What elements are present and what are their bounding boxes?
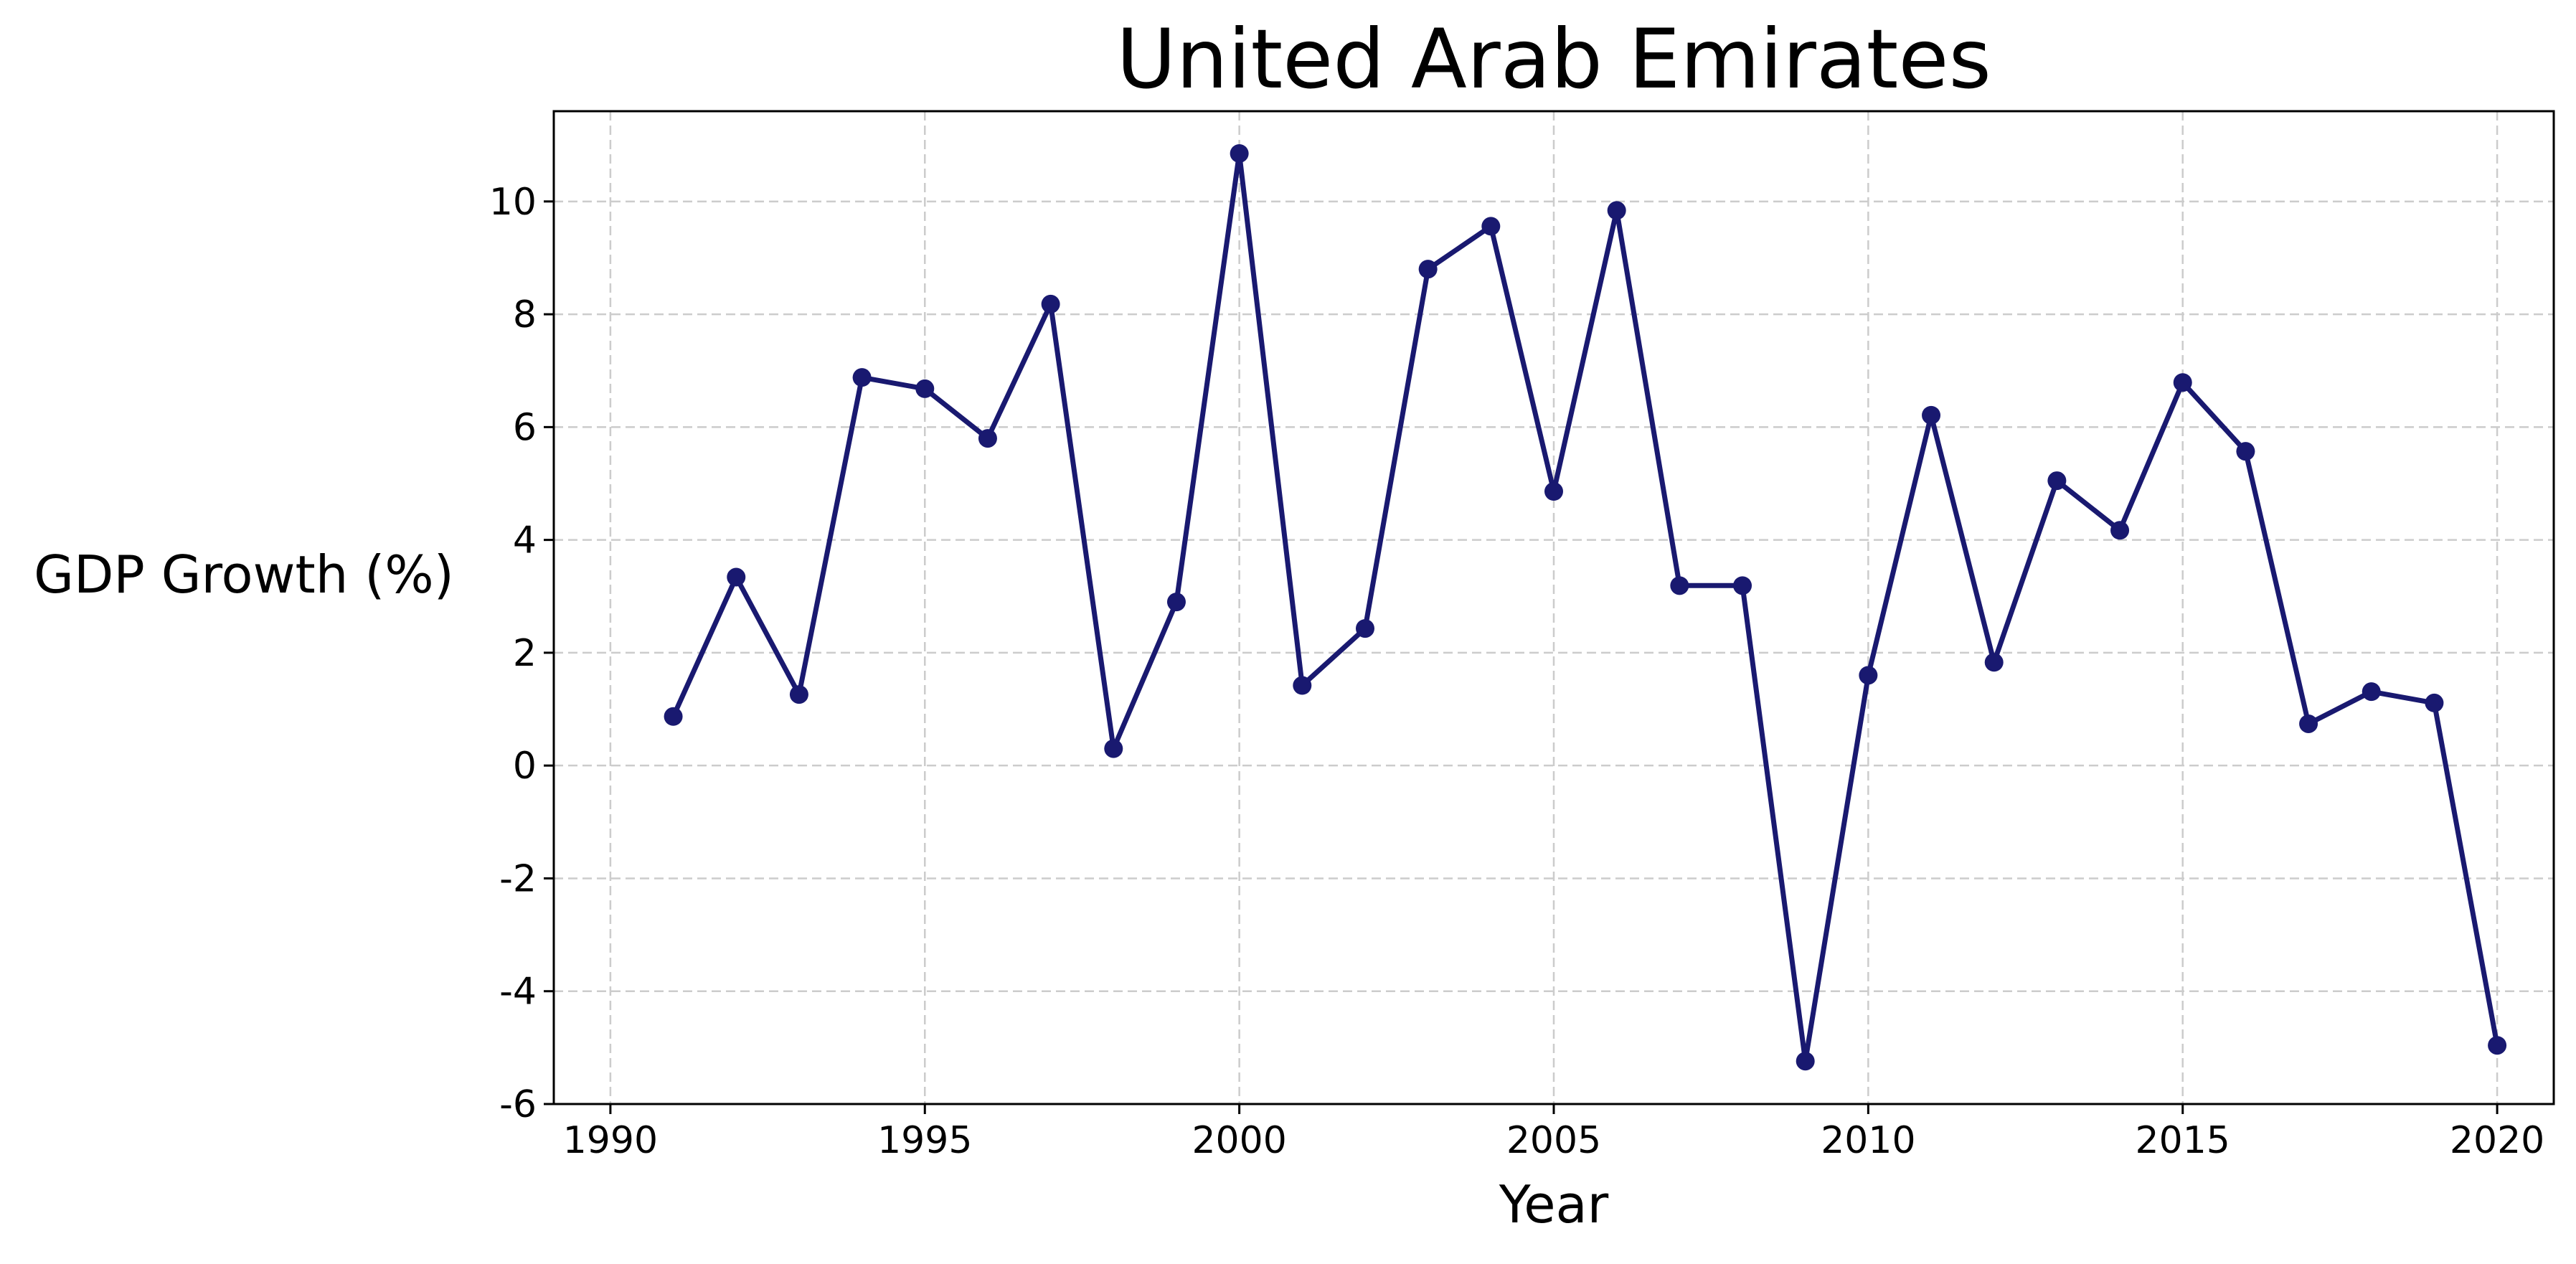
data-point <box>1481 217 1501 236</box>
data-point <box>1355 619 1374 638</box>
data-point <box>1607 201 1626 220</box>
x-tick-label: 2020 <box>2450 1119 2544 1162</box>
data-point <box>2047 471 2067 491</box>
data-point <box>1859 666 1878 685</box>
data-point <box>2299 714 2318 733</box>
series-line <box>671 151 2500 1064</box>
data-point <box>852 368 872 387</box>
data-point <box>789 685 808 704</box>
chart-title: United Arab Emirates <box>1116 11 1991 107</box>
y-tick-label: 6 <box>513 406 537 449</box>
data-point <box>1733 576 1752 595</box>
data-point <box>1984 653 2004 672</box>
data-series <box>664 143 2507 1071</box>
data-point <box>915 379 935 398</box>
data-point <box>1293 676 1312 695</box>
data-point <box>1670 576 1689 595</box>
data-point <box>1418 260 1438 279</box>
data-point <box>1104 739 1123 758</box>
y-tick-label: -4 <box>499 971 537 1014</box>
y-axis-label: GDP Growth (%) <box>34 544 454 605</box>
data-point <box>2173 373 2192 392</box>
x-tick-label: 2000 <box>1192 1119 1286 1162</box>
data-point <box>1796 1052 1815 1071</box>
data-point <box>1230 143 1249 163</box>
y-tick-label: 8 <box>513 293 537 336</box>
x-tick-label: 1995 <box>877 1119 972 1162</box>
data-point <box>727 567 746 587</box>
data-point <box>2425 693 2444 712</box>
data-point <box>1166 593 1186 612</box>
y-tick-label: 2 <box>513 632 537 675</box>
y-tick-label: 0 <box>513 745 537 788</box>
y-tick-label: 4 <box>513 519 537 562</box>
x-tick-label: 2010 <box>1821 1119 1915 1162</box>
data-point <box>2236 442 2255 461</box>
axis-ticks: 1990 1995 2000 2005 2010 2015 2020 -6 -4 -2 0 2 4 6 8 1… <box>489 181 2544 1162</box>
data-point <box>1544 482 1563 501</box>
data-point <box>1041 294 1060 313</box>
data-point <box>1922 405 1941 425</box>
y-tick-label: 10 <box>489 181 537 224</box>
x-tick-label: 2015 <box>2136 1119 2230 1162</box>
data-point <box>2488 1036 2507 1055</box>
x-axis-label: Year <box>1499 1174 1609 1235</box>
y-tick-label: -2 <box>499 857 537 900</box>
data-point <box>664 707 683 726</box>
x-tick-label: 2005 <box>1506 1119 1601 1162</box>
data-point <box>2362 682 2381 702</box>
data-point <box>2110 521 2130 540</box>
data-point <box>978 429 997 448</box>
x-tick-label: 1990 <box>563 1119 658 1162</box>
y-tick-label: -6 <box>499 1083 537 1126</box>
